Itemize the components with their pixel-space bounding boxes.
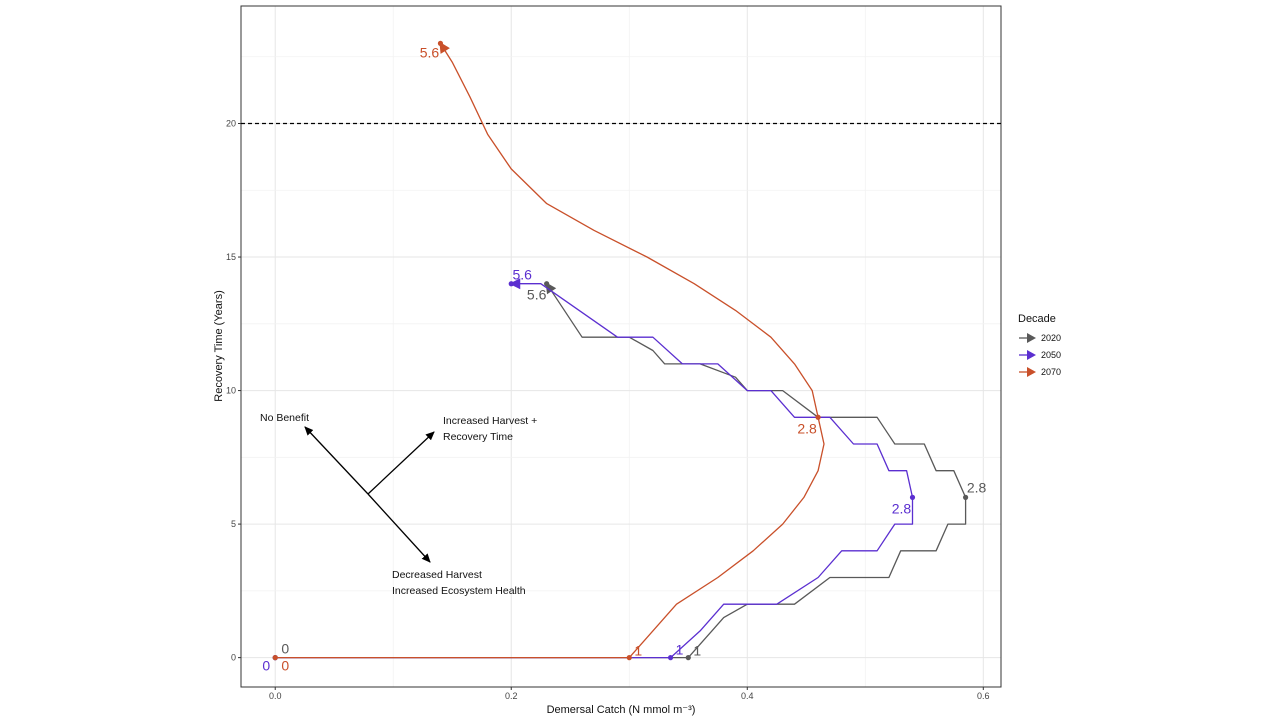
series-point-2020 bbox=[962, 494, 969, 500]
arrow-increased-harvest bbox=[367, 431, 435, 495]
point-label-2020: 1 bbox=[693, 643, 701, 659]
point-label-2020: 2.8 bbox=[967, 479, 987, 495]
annotation-decreased-line1: Decreased Harvest bbox=[392, 569, 482, 581]
annotation-increased-line1: Increased Harvest + bbox=[443, 415, 537, 427]
legend-label-2050: 2050 bbox=[1041, 350, 1061, 360]
point-label-2050: 0 bbox=[262, 658, 270, 674]
annotation-arrows bbox=[304, 426, 435, 563]
x-axis-title: Demersal Catch (N mmol m⁻³) bbox=[547, 704, 696, 716]
y-tick-label: 5 bbox=[231, 519, 236, 529]
legend: Decade 2020 2050 2070 bbox=[1018, 313, 1061, 377]
legend-items: 2020 2050 2070 bbox=[1019, 333, 1061, 377]
point-label-2070: 1 bbox=[634, 643, 642, 659]
y-tick-label: 20 bbox=[226, 119, 236, 129]
plot-panel-border bbox=[240, 5, 1002, 688]
point-label-2050: 2.8 bbox=[892, 500, 912, 516]
series-point-2020 bbox=[685, 655, 691, 661]
x-axis: 0.0 0.2 0.4 0.6 bbox=[269, 687, 990, 701]
y-axis: 0 5 10 15 20 bbox=[226, 119, 241, 663]
annotation-increased-line2: Recovery Time bbox=[443, 431, 513, 443]
point-labels: 0 1 2.8 5.6 0 1 2.8 5.6 0 1 2.8 5.6 bbox=[262, 44, 986, 673]
y-tick-label: 10 bbox=[226, 386, 236, 396]
series-arrowhead-2050 bbox=[509, 278, 521, 290]
legend-swatch-arrow-2020 bbox=[1027, 333, 1036, 343]
series-layer bbox=[272, 40, 969, 661]
x-tick-label: 0.0 bbox=[269, 691, 282, 701]
series-point-2070 bbox=[815, 414, 821, 420]
point-label-2070: 2.8 bbox=[797, 420, 817, 436]
point-label-2020: 0 bbox=[281, 641, 289, 657]
x-tick-label: 0.4 bbox=[741, 691, 754, 701]
legend-label-2070: 2070 bbox=[1041, 367, 1061, 377]
point-label-2070: 5.6 bbox=[420, 44, 440, 60]
legend-swatch-arrow-2050 bbox=[1027, 350, 1036, 360]
legend-swatch-arrow-2070 bbox=[1027, 367, 1036, 377]
series-point-2070 bbox=[272, 655, 278, 661]
series-point-2070 bbox=[626, 655, 632, 661]
legend-title: Decade bbox=[1018, 313, 1056, 325]
arrow-no-benefit bbox=[304, 426, 369, 495]
series-line-2020 bbox=[275, 283, 967, 659]
series-point-2050 bbox=[667, 655, 674, 661]
arrow-decreased-harvest bbox=[367, 493, 431, 563]
point-label-2050: 1 bbox=[676, 642, 684, 658]
x-tick-label: 0.2 bbox=[505, 691, 518, 701]
point-label-2020: 5.6 bbox=[527, 287, 547, 303]
gridlines bbox=[241, 6, 1001, 687]
y-tick-label: 15 bbox=[226, 252, 236, 262]
legend-label-2020: 2020 bbox=[1041, 333, 1061, 343]
y-axis-title: Recovery Time (Years) bbox=[213, 290, 225, 401]
series-line-2070 bbox=[275, 43, 825, 659]
series-point-2050 bbox=[508, 281, 514, 287]
annotation-no-benefit: No Benefit bbox=[260, 412, 309, 424]
series-point-2050 bbox=[909, 494, 916, 500]
y-tick-label: 0 bbox=[231, 653, 236, 663]
point-label-2050: 5.6 bbox=[513, 267, 533, 283]
series-point-2070 bbox=[437, 40, 444, 46]
x-tick-label: 0.6 bbox=[977, 691, 990, 701]
annotation-decreased-line2: Increased Ecosystem Health bbox=[392, 585, 526, 597]
series-point-2020 bbox=[544, 281, 550, 287]
series-line-2050 bbox=[275, 283, 914, 659]
point-label-2070: 0 bbox=[281, 658, 289, 674]
